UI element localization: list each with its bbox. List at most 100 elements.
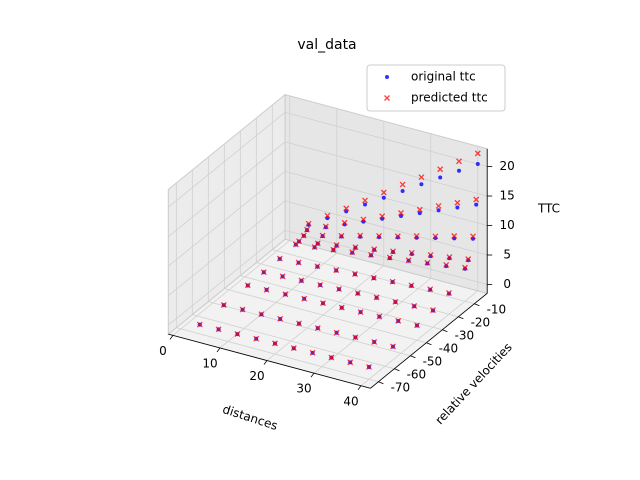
point: [451, 233, 458, 239]
tick-mark: [410, 355, 416, 359]
point: [473, 196, 480, 203]
point: [455, 205, 460, 210]
tick-mark: [216, 347, 221, 353]
point: [344, 209, 349, 214]
point: [416, 206, 423, 213]
grid-line: [172, 240, 291, 336]
point: [215, 326, 222, 333]
z-tick-label: 5: [503, 248, 511, 262]
point: [432, 233, 439, 240]
legend: [366, 64, 506, 112]
y-tick-label: -30: [455, 328, 475, 342]
point: [304, 226, 310, 233]
point: [414, 322, 420, 329]
point: [419, 182, 424, 187]
point: [379, 213, 386, 220]
point: [357, 309, 364, 315]
point: [371, 338, 378, 345]
point: [320, 300, 326, 307]
tick-mark: [169, 335, 174, 340]
point: [338, 304, 345, 311]
point: [474, 202, 479, 207]
point: [244, 282, 251, 289]
tick-mark: [310, 372, 315, 378]
point: [260, 269, 267, 276]
point: [277, 315, 284, 322]
grid-line: [313, 277, 432, 374]
grid-line: [284, 200, 488, 256]
point: [349, 249, 356, 256]
point: [376, 232, 382, 239]
tick-mark: [378, 381, 384, 385]
y-tick-label: -60: [407, 367, 427, 381]
point: [196, 321, 203, 328]
grid-line: [168, 230, 286, 326]
z-tick-label: 15: [500, 189, 515, 203]
chart-title: val_data: [297, 37, 356, 53]
point: [333, 242, 340, 249]
point: [220, 302, 227, 308]
point: [394, 233, 401, 240]
point: [258, 311, 265, 318]
point: [390, 248, 396, 255]
tick-mark: [442, 329, 448, 333]
point: [282, 291, 289, 298]
point: [347, 359, 354, 366]
point: [470, 233, 476, 240]
grid-line: [168, 171, 286, 267]
point: [457, 168, 461, 173]
point: [474, 150, 481, 157]
grid-line: [360, 290, 479, 387]
point: [298, 277, 305, 284]
point: [371, 246, 378, 253]
point: [424, 259, 431, 266]
point: [438, 175, 443, 180]
x-tick-label: 20: [249, 369, 264, 383]
grid-line: [284, 170, 488, 226]
point: [311, 244, 318, 251]
tick-mark: [263, 360, 268, 365]
y-tick-label: -70: [391, 380, 411, 394]
grid-line: [284, 141, 488, 197]
point: [400, 189, 405, 194]
point: [330, 246, 337, 253]
point: [475, 162, 480, 166]
point: [411, 303, 418, 309]
point: [301, 295, 308, 302]
point: [234, 331, 241, 337]
point: [360, 216, 367, 223]
point: [385, 75, 389, 79]
point: [465, 256, 472, 263]
point: [405, 257, 412, 264]
grid-line: [224, 288, 427, 344]
point: [389, 278, 396, 285]
point: [362, 197, 368, 204]
point: [395, 317, 402, 324]
point: [295, 259, 302, 266]
tick-mark: [426, 342, 432, 346]
point: [292, 241, 299, 248]
point: [343, 205, 350, 212]
point: [456, 158, 462, 165]
point: [272, 340, 278, 347]
grid-line: [284, 111, 488, 167]
z-tick-label: 20: [500, 159, 515, 173]
point: [381, 195, 386, 200]
grid-line: [266, 265, 385, 361]
point: [398, 210, 404, 216]
point: [370, 274, 377, 281]
point: [373, 294, 380, 301]
point: [263, 286, 270, 293]
x-tick-label: 0: [159, 344, 167, 358]
grid-line: [192, 314, 395, 370]
point: [322, 223, 329, 230]
point: [336, 286, 342, 293]
point: [427, 286, 434, 293]
point: [443, 261, 450, 268]
point: [239, 306, 246, 313]
x-axis-label: distances: [221, 402, 280, 433]
point: [324, 212, 331, 219]
x-axis: [168, 333, 371, 389]
x-tick-label: 40: [343, 394, 358, 408]
